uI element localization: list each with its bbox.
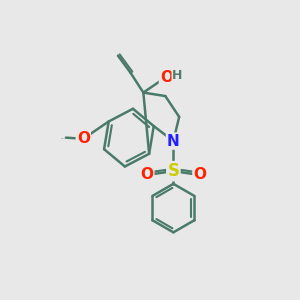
Text: O: O (140, 167, 153, 182)
Text: O: O (77, 131, 90, 146)
Text: O: O (160, 70, 173, 85)
Text: methoxy: methoxy (61, 138, 67, 140)
Text: O: O (194, 167, 206, 182)
Text: H: H (172, 70, 182, 83)
Text: S: S (167, 162, 179, 180)
Text: N: N (167, 134, 180, 148)
